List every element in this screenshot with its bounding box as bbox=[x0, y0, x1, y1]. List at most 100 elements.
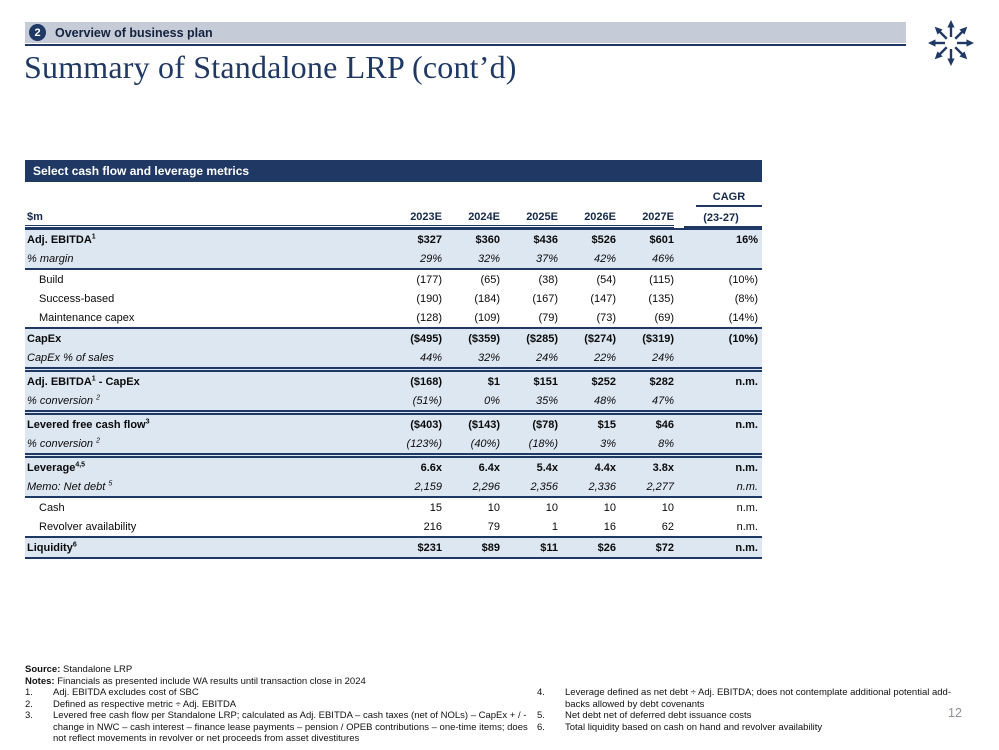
cell-2023E: ($495) bbox=[410, 332, 442, 345]
row-label: Leverage4,5 bbox=[27, 460, 86, 474]
cell-2024E: (65) bbox=[480, 273, 500, 286]
footnote-item: 5. Net debt net of deferred debt issuance… bbox=[537, 710, 969, 722]
table-row: % margin 29% 32% 37% 42% 46% bbox=[25, 249, 762, 268]
cell-2027E: 8% bbox=[658, 437, 674, 450]
header-rule bbox=[25, 44, 906, 46]
notes-text: Financials as presented include WA resul… bbox=[57, 675, 366, 687]
cell-2027E: 3.8x bbox=[652, 461, 674, 474]
footnote-text: Net debt net of deferred debt issuance c… bbox=[565, 710, 752, 721]
table-row: Adj. EBITDA1 $327 $360 $436 $526 $601 16% bbox=[25, 228, 762, 249]
table-row: CapEx ($495) ($359) ($285) ($274) ($319) (10%) bbox=[25, 327, 762, 348]
cell-2025E: $436 bbox=[533, 233, 558, 246]
cell-2027E: $601 bbox=[649, 233, 674, 246]
year-header-2025E: 2025E bbox=[526, 211, 558, 223]
footnote-text: Leverage defined as net debt ÷ Adj. EBIT… bbox=[565, 687, 951, 710]
cell-2026E: $26 bbox=[597, 541, 616, 554]
row-label: Maintenance capex bbox=[39, 311, 135, 324]
cell-2027E: 2,277 bbox=[646, 480, 674, 493]
table-row: Success-based (190) (184) (167) (147) (135) (8… bbox=[25, 289, 762, 308]
footnote-number: 3. bbox=[25, 710, 33, 721]
table-body: Adj. EBITDA1 $327 $360 $436 $526 $601 16% % mar… bbox=[25, 228, 762, 559]
row-label: Adj. EBITDA1 bbox=[27, 232, 96, 246]
year-header-2024E: 2024E bbox=[468, 211, 500, 223]
row-label: Cash bbox=[39, 501, 65, 514]
cell-2026E: $526 bbox=[591, 233, 616, 246]
cell-2025E: (18%) bbox=[528, 437, 558, 450]
table-title-bar: Select cash flow and leverage metrics bbox=[25, 160, 762, 182]
row-label: Success-based bbox=[39, 292, 115, 305]
table-row: % conversion 2 (123%) (40%) (18%) 3% 8% bbox=[25, 434, 762, 453]
cell-2024E: 32% bbox=[477, 351, 500, 364]
cell-2026E: 48% bbox=[593, 394, 616, 407]
cell-2025E: 10 bbox=[545, 501, 558, 514]
cell-2027E: 62 bbox=[661, 520, 674, 533]
footnote-text: Levered free cash flow per Standalone LR… bbox=[53, 710, 528, 744]
table-row: Cash 15 10 10 10 10 n.m. bbox=[25, 496, 762, 517]
footnotes: Source: Standalone LRP Notes: Financials… bbox=[25, 664, 980, 744]
cell-2024E: (40%) bbox=[470, 437, 500, 450]
cell-2025E: ($285) bbox=[526, 332, 558, 345]
footnote-text: Total liquidity based on cash on hand an… bbox=[565, 721, 823, 733]
cell-cagr: n.m. bbox=[735, 461, 758, 474]
cell-cagr: (8%) bbox=[734, 292, 758, 305]
cell-cagr: 16% bbox=[735, 233, 758, 246]
cell-cagr: (14%) bbox=[728, 311, 758, 324]
cell-2026E: ($274) bbox=[584, 332, 616, 345]
cell-2025E: $11 bbox=[540, 541, 558, 554]
cell-2024E: ($359) bbox=[468, 332, 500, 345]
cell-2023E: ($168) bbox=[410, 375, 442, 388]
cell-cagr: n.m. bbox=[735, 541, 758, 554]
year-header-2026E: 2026E bbox=[584, 211, 616, 223]
row-label: % conversion 2 bbox=[27, 436, 100, 450]
cell-2026E: (73) bbox=[596, 311, 616, 324]
cell-2027E: (135) bbox=[648, 292, 674, 305]
cell-2023E: $231 bbox=[417, 541, 442, 554]
year-header-2023E: 2023E bbox=[410, 211, 442, 223]
cell-2025E: (79) bbox=[538, 311, 558, 324]
cell-2026E: 10 bbox=[603, 501, 616, 514]
row-label: Levered free cash flow3 bbox=[27, 417, 150, 431]
cagr-sublabel: (23-27) bbox=[684, 212, 762, 228]
cell-cagr: n.m. bbox=[735, 375, 758, 388]
cell-2026E: 4.4x bbox=[594, 461, 616, 474]
cell-2027E: $46 bbox=[655, 418, 674, 431]
notes-label: Notes: bbox=[25, 675, 55, 687]
section-title: Overview of business plan bbox=[55, 25, 213, 40]
cagr-label: CAGR bbox=[696, 191, 762, 207]
cell-2023E: (128) bbox=[416, 311, 442, 324]
cell-2025E: 5.4x bbox=[536, 461, 558, 474]
cell-2023E: (177) bbox=[416, 273, 442, 286]
cell-2024E: (184) bbox=[474, 292, 500, 305]
footnote-column-left: 1. Adj. EBITDA excludes cost of SBC 2. Defi… bbox=[25, 687, 530, 745]
cell-2027E: 24% bbox=[651, 351, 674, 364]
cell-2024E: $89 bbox=[481, 541, 500, 554]
cell-2024E: ($143) bbox=[468, 418, 500, 431]
cell-cagr: (10%) bbox=[728, 273, 758, 286]
cell-2026E: (54) bbox=[596, 273, 616, 286]
footnote-number: 2. bbox=[25, 698, 33, 710]
row-label: Liquidity6 bbox=[27, 540, 77, 554]
cell-2023E: 15 bbox=[429, 501, 442, 514]
row-label: Adj. EBITDA1 - CapEx bbox=[27, 374, 140, 388]
cell-2024E: 10 bbox=[487, 501, 500, 514]
page-title: Summary of Standalone LRP (cont’d) bbox=[24, 49, 517, 85]
table-row: Leverage4,5 6.6x 6.4x 5.4x 4.4x 3.8x n.m. bbox=[25, 453, 762, 477]
cell-2023E: (190) bbox=[416, 292, 442, 305]
cell-cagr: (10%) bbox=[728, 332, 758, 345]
cell-2027E: $282 bbox=[649, 375, 674, 388]
cell-2027E: (69) bbox=[654, 311, 674, 324]
footnote-column-right: 4. Leverage defined as net debt ÷ Adj. EB… bbox=[537, 687, 969, 733]
cagr-header-row: CAGR bbox=[25, 191, 762, 207]
cell-2026E: 2,336 bbox=[588, 480, 616, 493]
cell-2024E: 32% bbox=[477, 252, 500, 265]
cell-2023E: ($403) bbox=[410, 418, 442, 431]
footnote-number: 5. bbox=[537, 710, 545, 721]
source-label: Source: bbox=[25, 664, 61, 675]
table-row: CapEx % of sales 44% 32% 24% 22% 24% bbox=[25, 348, 762, 367]
page-number: 12 bbox=[948, 706, 962, 720]
cell-2025E: $151 bbox=[533, 375, 558, 388]
cell-2025E: 24% bbox=[535, 351, 558, 364]
footnote-item: 6. Total liquidity based on cash on hand … bbox=[537, 722, 969, 734]
row-label: % conversion 2 bbox=[27, 393, 100, 407]
